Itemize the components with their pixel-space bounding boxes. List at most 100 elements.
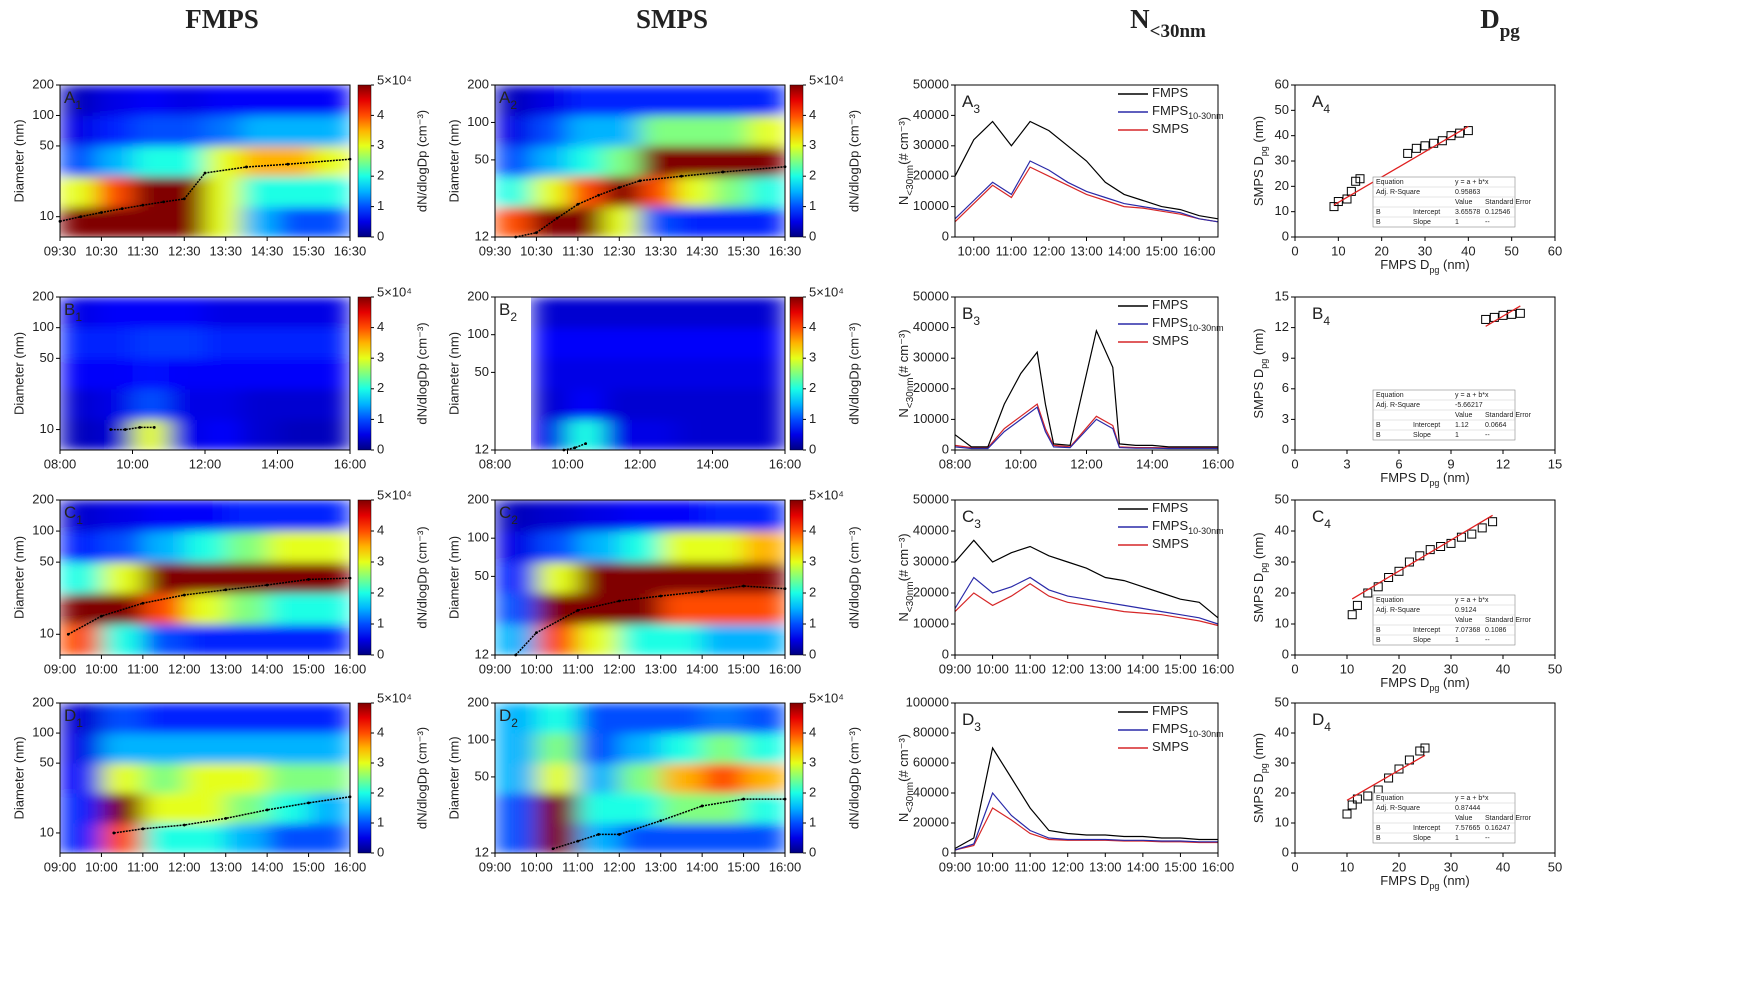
heatmap-cell <box>225 624 268 656</box>
heatmap-cell <box>132 145 170 177</box>
heatmap-cell <box>640 327 677 359</box>
colorbar-label: dN/dlogDp (cm⁻³) <box>846 322 861 424</box>
y-axis-label-sub: pg <box>1259 359 1269 369</box>
colorbar-tick-label: 0 <box>377 844 384 859</box>
heatmap-cell <box>267 531 310 563</box>
heatmap-cell <box>267 733 310 764</box>
y-axis-label-sub: <30nm <box>905 165 916 196</box>
legend-label: FMPS <box>1152 85 1188 100</box>
colorbar-tick-label: 3 <box>377 350 384 365</box>
y-tick-label: 40000 <box>913 319 949 334</box>
x-tick-label: 6 <box>1395 456 1402 471</box>
legend-label: FMPS <box>1152 703 1188 718</box>
heatmap-cell <box>132 206 170 238</box>
colorbar-tick-label: 5×10⁴ <box>809 690 844 705</box>
heatmap-cell <box>96 297 133 329</box>
y-tick-label: 100 <box>467 114 489 129</box>
heatmap-cell <box>531 388 568 420</box>
y-tick-label: 50 <box>40 350 54 365</box>
trace-point <box>203 171 207 175</box>
scatter-point <box>1420 743 1430 753</box>
x-tick-label: 09:30 <box>44 243 77 258</box>
heatmap-cell <box>748 145 786 177</box>
heatmap-cell <box>60 763 102 794</box>
x-tick-label: 14:00 <box>251 661 284 676</box>
plot-frame <box>1294 499 1556 656</box>
trace-point <box>66 632 70 636</box>
x-axis-label-part: (nm) <box>1439 470 1469 485</box>
column-heading: FMPS <box>185 4 259 34</box>
x-tick-label: 15:30 <box>727 243 760 258</box>
x-tick-label: 9 <box>1447 456 1454 471</box>
heatmap-cell <box>577 823 620 854</box>
heatmap-cell <box>676 419 713 451</box>
y-tick-label: 10000 <box>913 615 949 630</box>
y-axis-label: Diameter (nm) <box>11 736 26 819</box>
colorbar-tick-label: 0 <box>377 646 384 661</box>
heatmap-cell <box>567 419 605 451</box>
y-axis-label-part: N <box>896 813 911 822</box>
heatmap-cell <box>743 500 786 532</box>
x-axis-label-sub: pg <box>1429 683 1439 693</box>
x-tick-label: 12:00 <box>603 859 636 874</box>
fit-table-cell: 1 <box>1455 637 1459 644</box>
x-tick-label: 12:00 <box>624 456 657 471</box>
colorbar-tick-label: 5×10⁴ <box>377 284 412 299</box>
x-tick-label: 13:00 <box>209 859 242 874</box>
trace-point <box>307 801 310 805</box>
heatmap-cell <box>567 85 605 116</box>
x-tick-label: 11:00 <box>127 661 159 676</box>
x-tick-label: 16:00 <box>1202 661 1235 676</box>
heatmap-cell <box>536 500 579 532</box>
column-heading-part: D <box>1480 4 1500 34</box>
heatmap-cell <box>495 763 537 794</box>
heatmap-cell <box>313 358 351 390</box>
y-tick-label: 200 <box>467 491 489 506</box>
y-tick-label: 50 <box>475 768 489 783</box>
heatmap-cell <box>743 763 786 794</box>
panel-label: C1 <box>64 503 83 527</box>
x-tick-label: 20 <box>1374 243 1388 258</box>
heatmap-cell <box>142 703 185 734</box>
trace-point <box>617 186 621 189</box>
colorbar-tick-label: 3 <box>809 553 816 568</box>
panel-label-part: A <box>499 88 511 107</box>
fit-table-cell: Value <box>1455 412 1472 419</box>
y-tick-label: 30000 <box>913 137 949 152</box>
colorbar <box>357 499 372 656</box>
y-axis-label: Diameter (nm) <box>446 332 461 415</box>
heatmap-cell <box>60 115 97 147</box>
heatmap-cell <box>96 85 133 116</box>
heatmap-cell <box>603 206 641 238</box>
heatmap-cell <box>241 115 278 147</box>
fit-table-cell: B <box>1376 825 1381 832</box>
mode-diameter-trace <box>515 585 786 656</box>
trace-point <box>224 816 228 820</box>
fit-table-cell: Equation <box>1376 179 1404 186</box>
legend-label-part: FMPS <box>1152 703 1188 718</box>
x-tick-label: 15:00 <box>292 661 325 676</box>
fit-table-cell: Slope <box>1413 219 1431 226</box>
trace-point <box>286 162 290 166</box>
x-tick-label: 13:30 <box>644 243 677 258</box>
panel-label-sub: 4 <box>1324 517 1331 531</box>
heatmap-cell <box>267 624 310 656</box>
heatmap-cell <box>603 358 641 390</box>
heatmap-cell <box>60 327 97 359</box>
heatmap-cell <box>168 358 206 390</box>
heatmap-cell <box>531 115 568 147</box>
x-tick-label: 09:30 <box>479 243 512 258</box>
fit-table-cell: Intercept <box>1413 422 1440 429</box>
y-tick-label: 0 <box>1282 441 1289 456</box>
legend-label-part: FMPS <box>1152 315 1188 330</box>
colorbar-tick-label: 4 <box>377 522 384 537</box>
y-tick-label: 10 <box>1275 203 1289 218</box>
y-axis-label-part: (# cm⁻³) <box>896 329 911 377</box>
x-tick-label: 10:00 <box>85 661 118 676</box>
trace-point <box>265 808 269 812</box>
panel-label-part: C <box>962 507 974 526</box>
panel-label-sub: 3 <box>973 314 980 328</box>
x-tick-label: 40 <box>1496 859 1510 874</box>
heatmap-cell <box>308 593 351 625</box>
panel-label-part: C <box>499 503 511 522</box>
